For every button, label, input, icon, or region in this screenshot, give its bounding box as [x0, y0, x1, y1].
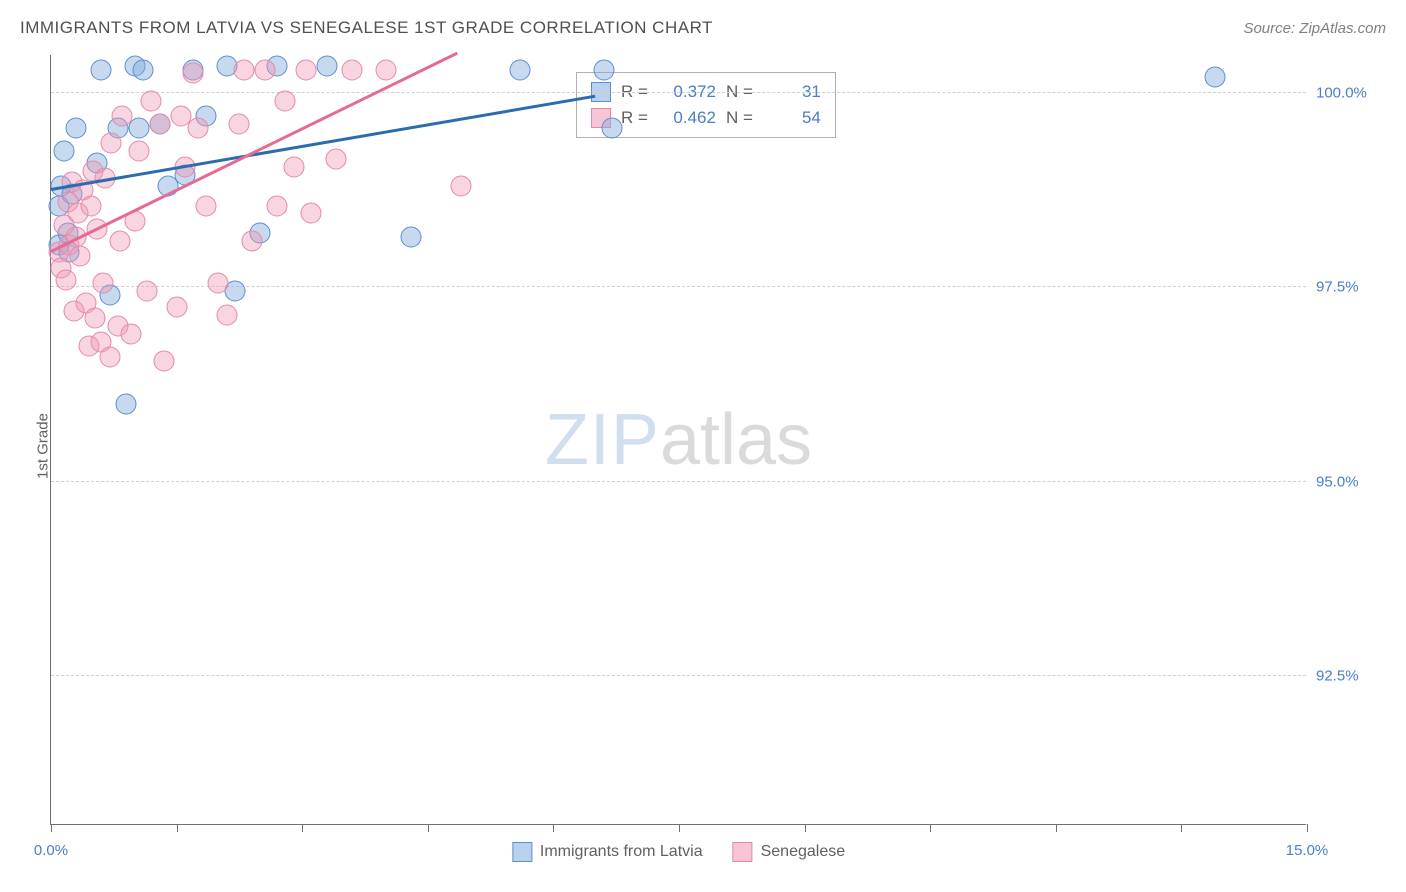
y-tick-label: 97.5% — [1316, 279, 1376, 296]
legend-item-latvia: Immigrants from Latvia — [512, 842, 703, 862]
scatter-point-senegalese — [112, 106, 133, 127]
scatter-point-latvia — [1204, 67, 1225, 88]
scatter-point-senegalese — [56, 269, 77, 290]
scatter-point-senegalese — [183, 63, 204, 84]
bottom-legend: Immigrants from Latvia Senegalese — [512, 842, 845, 862]
legend-label: Immigrants from Latvia — [540, 843, 703, 861]
scatter-point-senegalese — [128, 141, 149, 162]
scatter-point-senegalese — [267, 195, 288, 216]
x-tick — [679, 824, 680, 832]
scatter-point-senegalese — [70, 246, 91, 267]
x-tick — [930, 824, 931, 832]
scatter-point-senegalese — [92, 273, 113, 294]
gridline — [51, 675, 1306, 676]
scatter-point-latvia — [509, 59, 530, 80]
x-tick — [805, 824, 806, 832]
x-tick — [177, 824, 178, 832]
y-tick-label: 100.0% — [1316, 84, 1376, 101]
y-axis-label: 1st Grade — [34, 413, 51, 479]
n-label: N = — [726, 108, 753, 128]
r-value: 0.462 — [658, 108, 716, 128]
scatter-point-latvia — [116, 394, 137, 415]
scatter-point-senegalese — [195, 195, 216, 216]
scatter-point-senegalese — [166, 296, 187, 317]
x-tick — [428, 824, 429, 832]
scatter-point-senegalese — [254, 59, 275, 80]
n-value: 54 — [763, 108, 821, 128]
scatter-point-latvia — [401, 226, 422, 247]
scatter-point-senegalese — [241, 230, 262, 251]
legend-swatch-latvia — [512, 842, 532, 862]
x-tick — [1181, 824, 1182, 832]
scatter-point-senegalese — [283, 156, 304, 177]
scatter-point-senegalese — [154, 351, 175, 372]
r-label: R = — [621, 108, 648, 128]
scatter-point-latvia — [91, 59, 112, 80]
scatter-point-senegalese — [137, 281, 158, 302]
x-tick-label: 15.0% — [1286, 842, 1329, 859]
source-label: Source: ZipAtlas.com — [1243, 20, 1386, 37]
chart-header: IMMIGRANTS FROM LATVIA VS SENEGALESE 1ST… — [20, 18, 1386, 38]
gridline — [51, 92, 1306, 93]
watermark-zip: ZIP — [545, 400, 660, 480]
scatter-point-senegalese — [141, 90, 162, 111]
scatter-point-senegalese — [296, 59, 317, 80]
scatter-point-senegalese — [120, 324, 141, 345]
scatter-point-senegalese — [233, 59, 254, 80]
stats-row-senegalese: R = 0.462 N = 54 — [591, 105, 821, 131]
scatter-point-senegalese — [109, 230, 130, 251]
scatter-point-senegalese — [187, 117, 208, 138]
x-tick — [1307, 824, 1308, 832]
x-tick — [302, 824, 303, 832]
scatter-point-senegalese — [149, 114, 170, 135]
scatter-point-latvia — [53, 141, 74, 162]
scatter-point-latvia — [317, 55, 338, 76]
scatter-point-senegalese — [375, 59, 396, 80]
scatter-point-senegalese — [208, 273, 229, 294]
x-tick — [553, 824, 554, 832]
scatter-point-senegalese — [275, 90, 296, 111]
scatter-point-latvia — [66, 117, 87, 138]
scatter-point-senegalese — [101, 133, 122, 154]
gridline — [51, 481, 1306, 482]
scatter-point-latvia — [602, 117, 623, 138]
legend-item-senegalese: Senegalese — [733, 842, 846, 862]
plot-area: ZIPatlas R =0.372N =31R =0.462N =54 Immi… — [50, 55, 1306, 825]
scatter-point-senegalese — [84, 308, 105, 329]
scatter-point-senegalese — [99, 347, 120, 368]
x-tick — [51, 824, 52, 832]
watermark-atlas: atlas — [660, 400, 812, 480]
scatter-point-senegalese — [451, 176, 472, 197]
x-tick — [1056, 824, 1057, 832]
x-tick-label: 0.0% — [34, 842, 68, 859]
y-tick-label: 95.0% — [1316, 473, 1376, 490]
scatter-point-senegalese — [216, 304, 237, 325]
y-tick-label: 92.5% — [1316, 668, 1376, 685]
legend-label: Senegalese — [761, 843, 846, 861]
legend-swatch-senegalese — [733, 842, 753, 862]
scatter-point-senegalese — [229, 114, 250, 135]
scatter-point-senegalese — [300, 203, 321, 224]
scatter-point-senegalese — [81, 195, 102, 216]
scatter-point-latvia — [593, 59, 614, 80]
scatter-point-senegalese — [325, 149, 346, 170]
scatter-point-latvia — [133, 59, 154, 80]
scatter-point-senegalese — [342, 59, 363, 80]
chart-title: IMMIGRANTS FROM LATVIA VS SENEGALESE 1ST… — [20, 18, 713, 38]
watermark: ZIPatlas — [545, 399, 812, 481]
